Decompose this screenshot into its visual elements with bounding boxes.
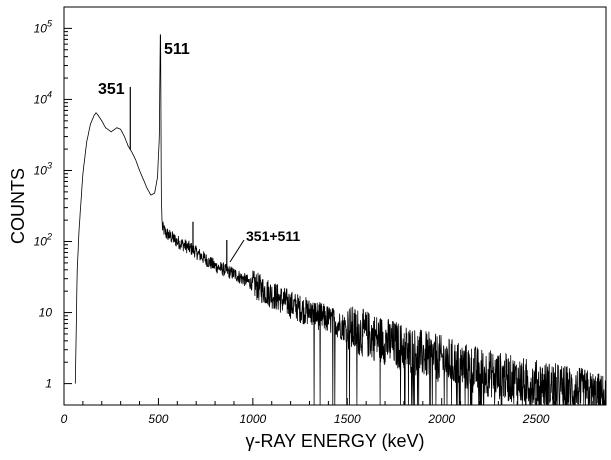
peak-label-sum: 351+511 (246, 228, 300, 244)
x-tick-label: 2000 (427, 412, 455, 426)
plot-frame (63, 6, 607, 406)
y-axis-title: COUNTS (8, 168, 28, 244)
axis-layer: 0 500 1000 1500 2000 2500 1 10 102 103 104 105 (34, 6, 594, 426)
x-tick-label: 2500 (522, 412, 550, 426)
y-tick-label: 103 (34, 160, 52, 177)
x-tick-label: 1500 (334, 412, 361, 426)
x-tick-label: 500 (148, 412, 168, 426)
y-tick-label: 105 (34, 18, 53, 35)
x-tick-label: 1000 (239, 412, 266, 426)
peak-label-351: 351 (98, 81, 125, 98)
y-tick-label: 104 (34, 89, 52, 106)
y-tick-label: 1 (45, 377, 52, 391)
y-tick-label: 102 (34, 232, 52, 249)
x-axis-title: γ-RAY ENERGY (keV) (245, 431, 424, 451)
x-tick-label: 0 (61, 412, 68, 426)
series-layer (74, 34, 607, 406)
peak-label-511: 511 (164, 41, 190, 58)
sum-peak-pointer (229, 239, 245, 263)
y-tick-label: 10 (39, 306, 53, 320)
spectrum-line (74, 34, 607, 406)
annotation-layer: 511 351 351+511 (98, 41, 300, 263)
